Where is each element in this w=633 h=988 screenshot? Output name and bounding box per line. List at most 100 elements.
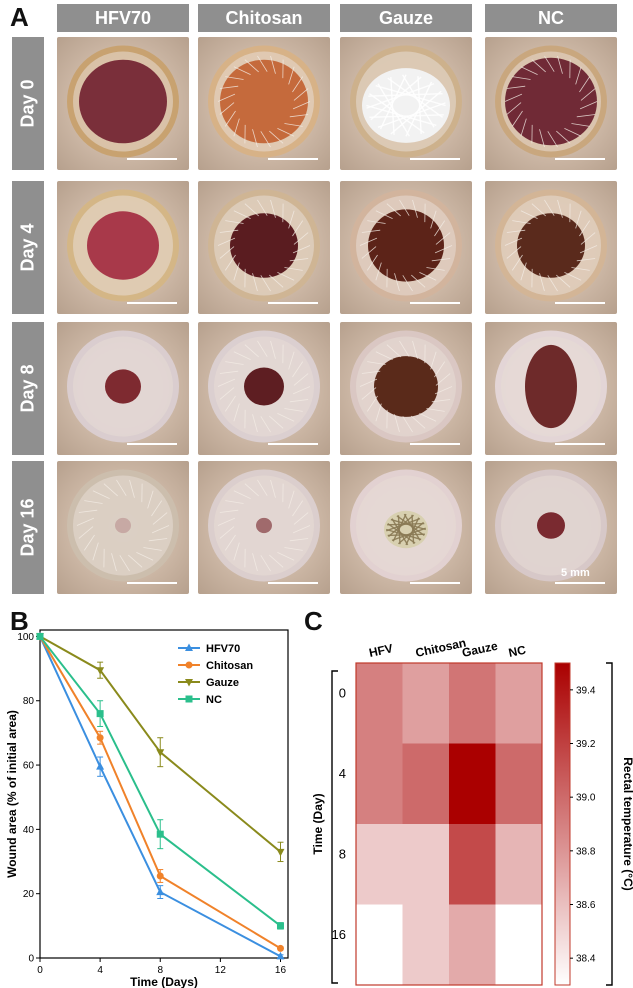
hair-strand [520, 66, 538, 76]
heatmap-cell-8-gauze [449, 824, 496, 905]
hair-strand [575, 66, 582, 85]
hair-strand [257, 479, 268, 496]
hair-strand [504, 93, 523, 102]
hair-strand [506, 246, 522, 259]
hair-strand [435, 232, 451, 245]
hair-strand [233, 210, 251, 220]
hair-strand [269, 130, 284, 144]
hair-strand [557, 199, 563, 218]
hair-strand [292, 76, 304, 93]
gauze-fiber [375, 84, 446, 107]
scale-bar [127, 443, 177, 445]
gauze-fiber [390, 90, 442, 135]
hair-strand [579, 76, 591, 93]
gauze-fiber [417, 76, 422, 134]
scale-bar [127, 302, 177, 304]
hair-strand [219, 246, 235, 259]
hair-strand [289, 114, 309, 118]
wound-illustration [67, 330, 179, 443]
hair-strand [293, 88, 309, 101]
plot-frame [39, 629, 289, 959]
data-point-hfv70 [156, 887, 165, 896]
wound-photo-hfv70-day-0 [57, 37, 189, 170]
hair-strand [219, 509, 239, 513]
hair-strand [92, 490, 110, 500]
data-point-hfv70 [276, 951, 285, 960]
hair-strand [92, 542, 99, 561]
wound-illustration [350, 330, 462, 443]
wound-photo-hfv70-day-4 [57, 181, 189, 314]
hair-strand [512, 220, 531, 224]
hair-strand [224, 395, 236, 412]
panel-a-label: A [10, 2, 29, 32]
hair-strand [252, 129, 258, 148]
column-header-hfv70: HFV70 [57, 4, 189, 32]
row-header-label: Day 16 [17, 498, 38, 557]
hair-strand [375, 403, 382, 422]
hair-strand [288, 490, 295, 509]
wound-illustration [495, 469, 607, 582]
y-tick-label: 20 [23, 889, 35, 900]
hair-strand [233, 542, 240, 561]
wound-bed [537, 512, 565, 539]
wound-illustration [350, 189, 462, 302]
wound-bed [505, 57, 597, 146]
heatmap-column-label-hfv: HFV [368, 641, 394, 660]
data-point-chitosan [156, 872, 164, 880]
heatmap-cell-4-chitosan [402, 743, 450, 825]
scale-bar [127, 158, 177, 160]
hair-strand [270, 479, 276, 498]
hair-strand [219, 370, 239, 374]
hair-strand [119, 555, 130, 572]
wound-photo-gauze-day-8 [340, 322, 472, 455]
row-header-day-16: Day 16 [12, 461, 44, 594]
hair-strand [270, 55, 276, 74]
hair-strand [576, 114, 596, 118]
gauze-fiber [370, 76, 422, 121]
hair-strand [288, 66, 295, 85]
hair-strand [511, 254, 523, 271]
row-axis-bracket [331, 670, 338, 984]
gauze-fiber [377, 102, 446, 128]
hair-strand [244, 203, 259, 217]
hair-strand [520, 262, 527, 281]
y-tick-label: 40 [23, 825, 35, 836]
hair-strand [148, 538, 168, 542]
hair-strand [359, 237, 378, 246]
wound-photo-chitosan-day-8 [198, 322, 330, 455]
hair-strand [277, 412, 295, 422]
hair-strand [434, 220, 446, 237]
hair-strand [252, 553, 258, 572]
panel-b-label: B [10, 606, 29, 636]
wound-bed [525, 344, 577, 429]
hair-strand [576, 258, 596, 262]
hair-strand [434, 361, 446, 378]
hair-strand [284, 547, 303, 551]
x-tick-label: 4 [97, 965, 103, 976]
wound-bed [220, 59, 308, 144]
wound-illustration [350, 45, 462, 158]
data-point-gauze [96, 667, 105, 675]
gauze-fiber [405, 81, 433, 137]
heatmap-cell-8-nc [495, 824, 543, 905]
hair-strand [504, 237, 523, 246]
hair-strand [431, 258, 451, 262]
heatmap-row-label-16: 16 [332, 927, 346, 942]
hair-strand [269, 274, 284, 288]
hair-strand [361, 387, 377, 400]
heatmap-cell-16-gauze [449, 904, 496, 986]
hair-strand [367, 361, 386, 365]
series-line-hfv70 [39, 636, 281, 958]
hair-strand [506, 102, 522, 115]
row-header-label: Day 4 [17, 223, 38, 272]
colorbar-bracket [606, 662, 613, 986]
hair-strand [292, 101, 311, 110]
hair-strand [366, 254, 378, 271]
hair-strand [412, 340, 418, 359]
colorbar-tick-label: 38.4 [576, 954, 596, 965]
data-point-gauze [276, 848, 285, 857]
hair-strand [399, 340, 410, 357]
column-header-nc: NC [485, 4, 617, 32]
hair-strand [277, 551, 295, 561]
hair-strand [284, 408, 303, 412]
